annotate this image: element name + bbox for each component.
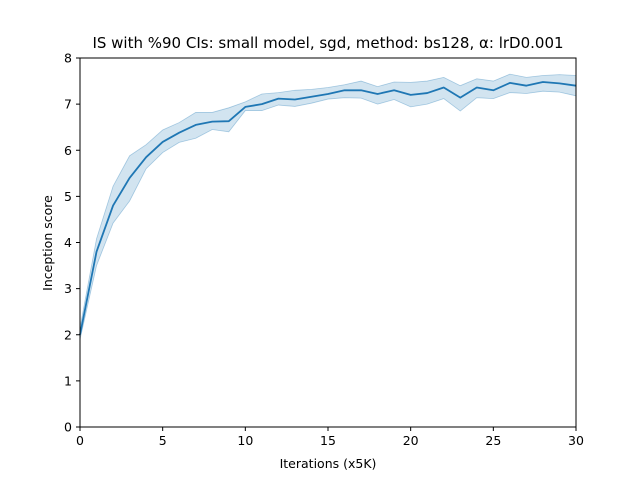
y-tick-label: 5 — [64, 189, 72, 204]
x-tick-label: 5 — [159, 433, 167, 448]
y-tick-label: 8 — [64, 51, 72, 66]
x-axis: 0 5 10 15 20 25 30 — [76, 427, 584, 448]
series-line — [79, 81, 577, 335]
y-axis: 0 1 2 3 4 5 6 7 8 — [64, 51, 80, 435]
y-tick-label: 1 — [64, 373, 72, 388]
x-tick-label: 10 — [237, 433, 253, 448]
y-tick-label: 2 — [64, 327, 72, 342]
x-tick-label: 30 — [568, 433, 584, 448]
y-tick-label: 4 — [64, 235, 72, 250]
x-tick-label: 15 — [320, 433, 336, 448]
confidence-band — [79, 73, 577, 340]
y-tick-label: 6 — [64, 143, 72, 158]
x-tick-label: 25 — [485, 433, 501, 448]
x-axis-label: Iterations (x5K) — [280, 456, 377, 471]
plot-frame — [79, 57, 577, 428]
y-axis-label: Inception score — [40, 195, 55, 291]
y-tick-label: 0 — [64, 420, 72, 435]
y-tick-label: 3 — [64, 281, 72, 296]
y-tick-label: 7 — [64, 97, 72, 112]
x-tick-label: 20 — [403, 433, 419, 448]
x-tick-label: 0 — [76, 433, 84, 448]
plot-area — [79, 57, 577, 428]
chart-title: IS with %90 CIs: small model, sgd, metho… — [92, 34, 563, 52]
